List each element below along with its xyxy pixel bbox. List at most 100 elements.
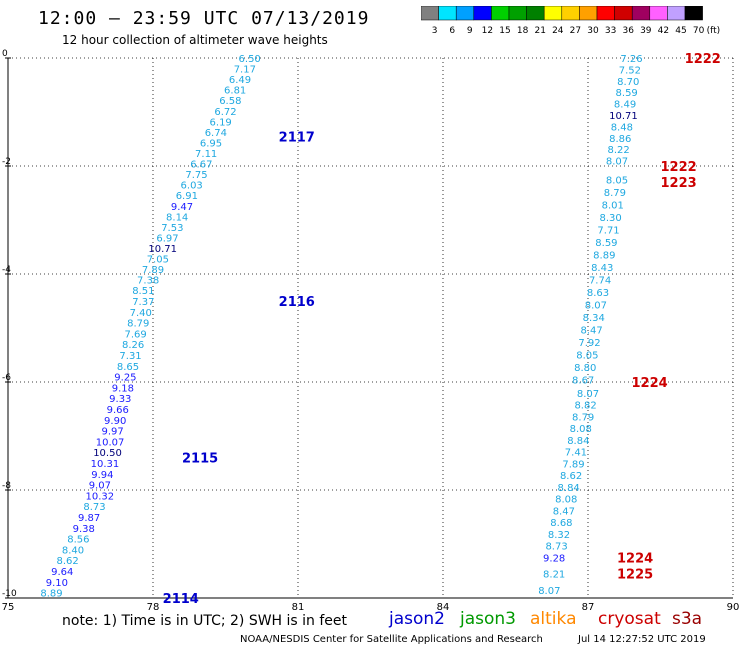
wave-height-value: 7.38 <box>137 276 159 287</box>
wave-height-value: 8.84 <box>558 483 580 494</box>
y-tick-label: -2 <box>2 157 11 167</box>
wave-height-value: 6.49 <box>229 75 251 86</box>
pass-number-label: 1222 <box>685 52 721 67</box>
legend-jason3: jason3 <box>460 609 516 629</box>
colorbar-tick-label: 33 <box>605 26 616 36</box>
wave-height-value: 8.01 <box>602 200 624 211</box>
wave-height-value: 7.74 <box>589 275 611 286</box>
x-tick-label: 87 <box>582 602 595 610</box>
wave-height-value: 8.86 <box>609 134 631 145</box>
wave-height-value: 7.41 <box>565 448 587 459</box>
wave-height-value: 8.34 <box>583 313 605 324</box>
pass-number-label: 2117 <box>279 130 315 145</box>
colorbar: 3 6 9 12 15 18 21 24 27 30 33 36 39 42 45 70 (ft) <box>421 6 721 36</box>
wave-height-value: 8.21 <box>543 570 565 581</box>
x-tick-label: 84 <box>437 602 450 610</box>
wave-height-value: 8.51 <box>132 286 154 297</box>
wave-height-value: 7.75 <box>185 170 207 181</box>
pass-number-label: 1225 <box>617 568 653 583</box>
wave-height-value: 8.05 <box>576 350 598 361</box>
x-tick-label: 90 <box>727 602 740 610</box>
wave-height-value: 6.81 <box>224 86 246 97</box>
map-title: 12:00 – 23:59 UTC 07/13/2019 <box>38 8 370 29</box>
wave-height-value: 8.79 <box>127 319 149 330</box>
colorbar-tick-label: 9 <box>467 26 473 36</box>
wave-height-value: 8.73 <box>545 542 567 553</box>
wave-height-value: 8.40 <box>62 545 84 556</box>
wave-height-value: 9.28 <box>543 554 565 565</box>
wave-height-value: 8.49 <box>614 100 636 111</box>
wave-height-value: 6.58 <box>219 96 241 107</box>
wave-height-value: 9.07 <box>89 481 111 492</box>
wave-height-value: 8.84 <box>567 436 589 447</box>
wave-height-value: 10.50 <box>93 448 122 459</box>
wave-height-value: 8.56 <box>67 535 89 546</box>
colorbar-tick-label: 3 <box>432 26 438 36</box>
wave-height-value: 7.71 <box>597 225 619 236</box>
wave-height-value: 7.69 <box>125 329 147 340</box>
wave-height-value: 8.62 <box>560 471 582 482</box>
wave-height-value: 7.37 <box>132 297 154 308</box>
wave-height-value: 8.07 <box>585 300 607 311</box>
wave-height-value: 7.17 <box>234 65 256 76</box>
colorbar-tick-label: 24 <box>552 26 564 36</box>
wave-height-value: 6.50 <box>239 54 261 65</box>
wave-height-value: 10.32 <box>86 491 115 502</box>
legend-jason2: jason2 <box>389 609 445 629</box>
wave-height-value: 8.80 <box>574 363 596 374</box>
x-tick-label: 81 <box>292 602 305 610</box>
colorbar-tick-label: 21 <box>534 26 545 36</box>
colorbar-tick-label: 27 <box>570 26 581 36</box>
colorbar-tick-label: 15 <box>499 26 510 36</box>
wave-height-value: 6.19 <box>210 117 232 128</box>
wave-height-value: 7.05 <box>147 255 169 266</box>
wave-height-value: 9.18 <box>112 383 134 394</box>
wave-height-value: 9.38 <box>73 524 95 535</box>
wave-height-value: 8.26 <box>122 340 144 351</box>
x-tick-label: 78 <box>147 602 160 610</box>
colorbar-tick-label: 12 <box>482 26 493 36</box>
wave-height-map: 75 78 81 84 87 90 0 -2 -4 -6 -8 -10 6.507.176.496.81… <box>2 49 740 610</box>
wave-height-value: 7.89 <box>562 459 584 470</box>
wave-height-value: 6.03 <box>181 181 203 192</box>
wave-height-value: 8.89 <box>40 589 62 600</box>
y-tick-label: -6 <box>2 373 11 383</box>
y-tick-label: -10 <box>2 589 17 599</box>
wave-height-value: 10.71 <box>609 111 638 122</box>
wave-height-value: 8.68 <box>550 518 572 529</box>
wave-height-value: 7.52 <box>619 65 641 76</box>
wave-height-value: 7.92 <box>578 338 600 349</box>
colorbar-tick-label: 70 <box>693 26 705 36</box>
pass-number-label: 1222 <box>661 160 697 175</box>
footer-credit: NOAA/NESDIS Center for Satellite Applica… <box>240 634 543 645</box>
wave-height-value: 8.65 <box>117 362 139 373</box>
wave-height-value: 6.72 <box>214 107 236 118</box>
wave-height-value: 8.67 <box>572 375 594 386</box>
wave-height-value: 9.64 <box>51 567 73 578</box>
legend-s3a: s3a <box>672 609 703 629</box>
wave-height-value: 8.30 <box>600 213 622 224</box>
pass-number-label: 2115 <box>182 452 218 467</box>
wave-height-value: 8.62 <box>56 556 78 567</box>
wave-height-value: 9.97 <box>101 427 123 438</box>
wave-height-value: 9.94 <box>91 470 113 481</box>
wave-height-value: 7.11 <box>195 149 217 160</box>
wave-height-value: 8.82 <box>574 401 596 412</box>
y-tick-label: -8 <box>2 481 11 491</box>
wave-height-value: 9.10 <box>46 578 68 589</box>
wave-height-value: 7.26 <box>620 54 642 65</box>
wave-height-value: 8.79 <box>572 412 594 423</box>
pass-number-label: 2116 <box>279 295 315 310</box>
wave-height-value: 8.79 <box>604 188 626 199</box>
colorbar-tick-label: 6 <box>449 26 455 36</box>
pass-number-label: 1224 <box>617 552 653 567</box>
wave-height-value: 7.89 <box>142 265 164 276</box>
footer-timestamp: Jul 14 12:27:52 UTC 2019 <box>578 634 706 645</box>
colorbar-swatch <box>684 6 703 21</box>
wave-height-value: 10.71 <box>148 244 177 255</box>
wave-height-value: 10.31 <box>91 459 120 470</box>
footer-note: note: 1) Time is in UTC; 2) SWH is in fe… <box>62 613 348 629</box>
colorbar-unit: (ft) <box>707 26 721 36</box>
wave-height-value: 8.08 <box>570 424 592 435</box>
wave-height-value: 8.07 <box>538 586 560 597</box>
